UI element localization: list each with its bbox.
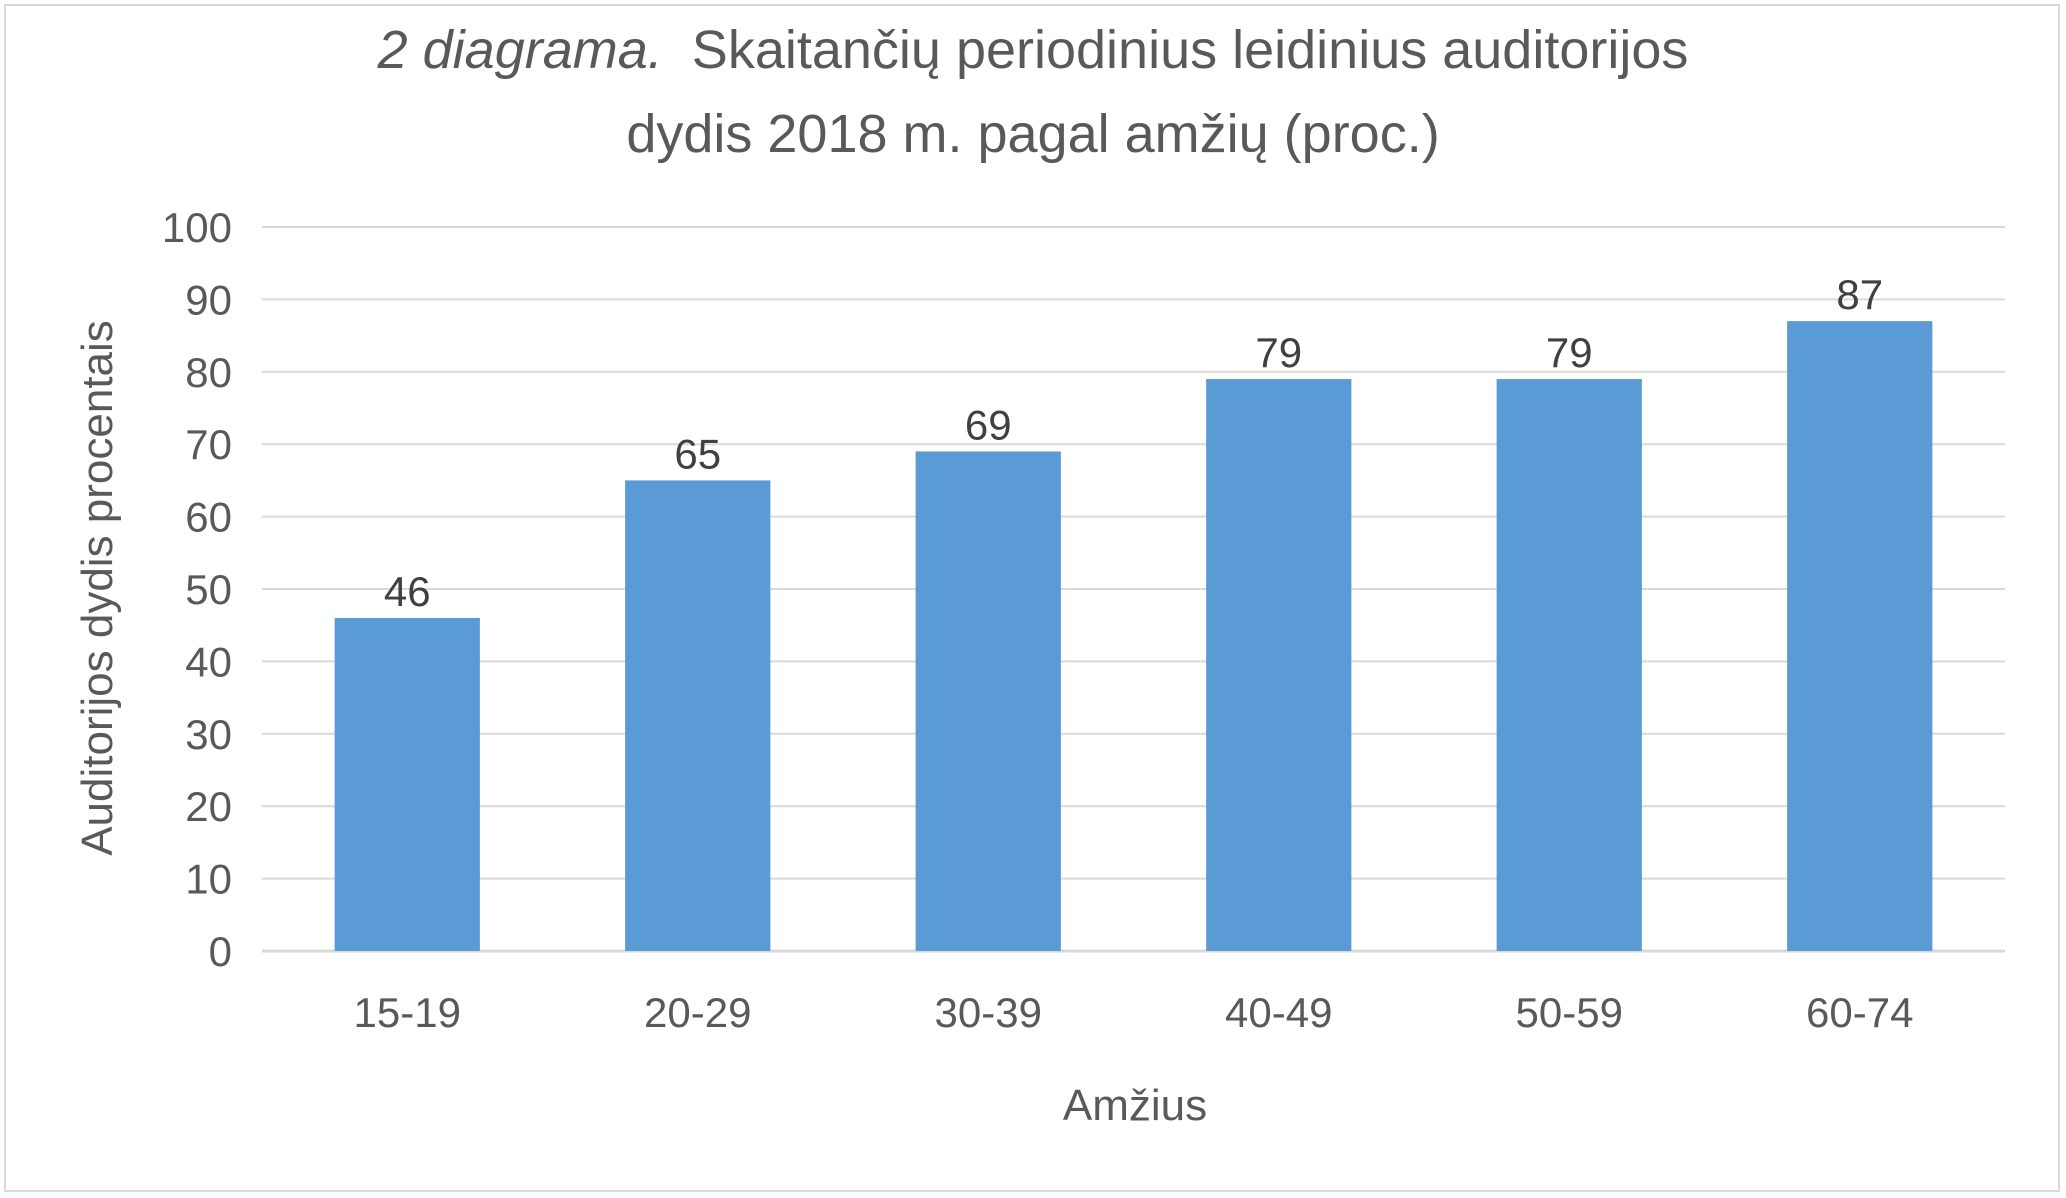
y-tick-label: 50: [185, 566, 232, 613]
y-axis-title: Auditorijos dydis procentais: [73, 320, 122, 856]
x-tick-label: 50-59: [1516, 989, 1623, 1036]
bars: [334, 321, 1933, 951]
x-tick-label: 30-39: [935, 989, 1042, 1036]
y-axis-ticks: 0 10 20 30 40 50 60 70 80 90 100: [162, 204, 232, 975]
x-tick-label: 60-74: [1806, 989, 1913, 1036]
y-tick-label: 100: [162, 204, 232, 251]
bar-20-29: [625, 480, 771, 951]
y-tick-label: 80: [185, 349, 232, 396]
x-tick-label: 15-19: [354, 989, 461, 1036]
x-axis-ticks: 15-19 20-29 30-39 40-49 50-59 60-74: [354, 989, 1914, 1036]
bar-40-49: [1206, 379, 1352, 951]
x-axis-title: Amžius: [1063, 1081, 1207, 1130]
y-tick-label: 60: [185, 494, 232, 541]
chart-title: 2 diagrama. Skaitančių periodinius leidi…: [377, 20, 1689, 80]
chart-title-line1: Skaitančių periodinius leidinius auditor…: [692, 20, 1689, 80]
y-tick-label: 70: [185, 421, 232, 468]
y-tick-label: 10: [185, 856, 232, 903]
bar-50-59: [1496, 379, 1642, 951]
gridlines: [262, 226, 2005, 953]
y-tick-label: 30: [185, 711, 232, 758]
x-tick-label: 40-49: [1225, 989, 1332, 1036]
x-tick-label: 20-29: [644, 989, 751, 1036]
data-label-50-59: 79: [1546, 329, 1593, 376]
y-tick-label: 20: [185, 783, 232, 830]
chart-title-line2: dydis 2018 m. pagal amžių (proc.): [626, 104, 1439, 164]
bar-30-39: [915, 451, 1061, 951]
data-label-15-19: 46: [384, 568, 431, 615]
chart-title-prefix: 2 diagrama.: [377, 20, 663, 80]
bar-60-74: [1787, 321, 1933, 951]
y-tick-label: 0: [209, 928, 232, 975]
data-label-20-29: 65: [674, 430, 721, 477]
data-label-40-49: 79: [1255, 329, 1302, 376]
data-label-30-39: 69: [965, 401, 1012, 448]
data-label-60-74: 87: [1836, 271, 1883, 318]
data-labels: 46 65 69 79 79 87: [384, 271, 1883, 615]
y-tick-label: 90: [185, 276, 232, 323]
y-tick-label: 40: [185, 638, 232, 685]
bar-15-19: [334, 617, 480, 951]
